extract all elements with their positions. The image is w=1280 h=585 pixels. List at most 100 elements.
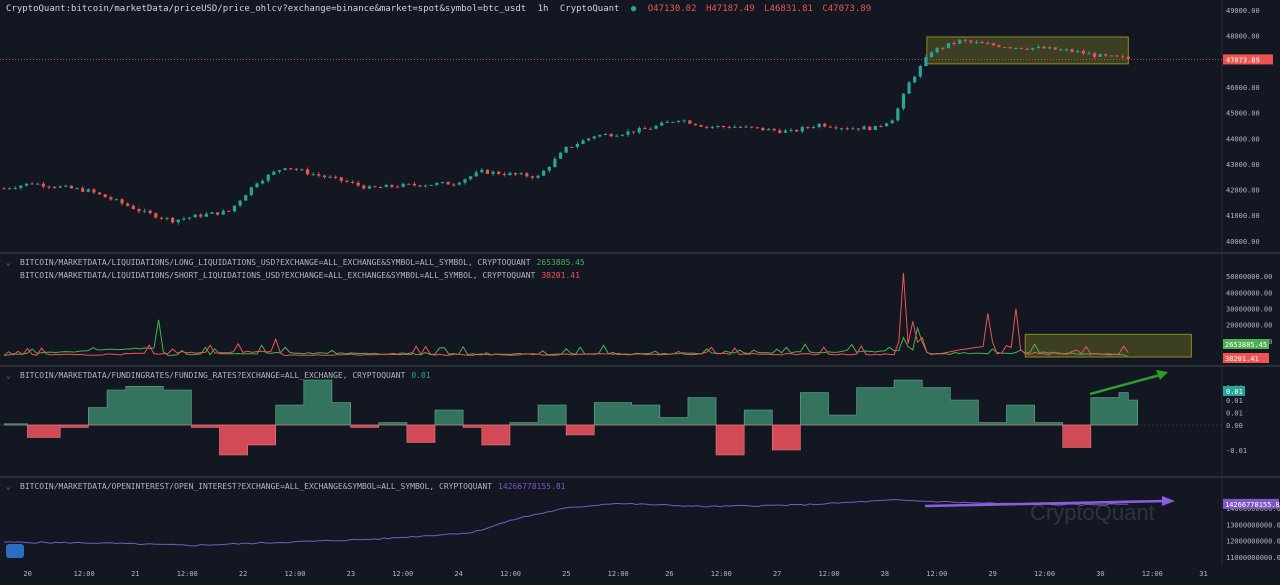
candle-body — [424, 185, 428, 187]
candle-body — [856, 128, 861, 130]
candle-body — [862, 126, 866, 130]
candle-body — [463, 179, 467, 183]
candle-body — [204, 213, 208, 217]
candle-body — [176, 219, 180, 223]
last-price-label: 47073.89 — [1226, 56, 1260, 64]
candle-body — [1031, 47, 1035, 50]
candle-body — [660, 122, 664, 126]
candle-body — [958, 39, 962, 44]
candle-body — [896, 108, 900, 121]
candle-body — [750, 126, 754, 128]
candle-body — [873, 125, 877, 130]
candle-body — [755, 127, 759, 129]
candle-body — [491, 171, 495, 174]
candle-body — [429, 184, 433, 186]
candle-body — [1048, 47, 1052, 49]
ohlc-close: C47073.89 — [822, 4, 872, 14]
x-tick-label: 12:00 — [818, 570, 839, 578]
candle-body — [924, 57, 928, 66]
candle-body — [474, 172, 478, 177]
candle-body — [238, 200, 242, 206]
candle-body — [907, 82, 911, 94]
candle-body — [407, 183, 411, 185]
candle-body — [834, 127, 838, 129]
x-tick-label: 12:00 — [500, 570, 521, 578]
oi-legend[interactable]: ⌄ BITCOIN/MARKETDATA/OPENINTEREST/OPEN_IN… — [6, 482, 565, 491]
candle-body — [103, 194, 107, 198]
candle-body — [1104, 54, 1108, 56]
candle-body — [536, 175, 540, 178]
x-axis-area — [0, 566, 1280, 581]
candle-body — [913, 76, 917, 83]
candle-body — [395, 186, 400, 188]
candle-body — [986, 43, 990, 45]
candle-body — [412, 183, 416, 186]
last-price-tag — [1223, 54, 1273, 65]
candle-body — [778, 130, 782, 133]
candle-body — [615, 135, 619, 137]
y-tick-label: 20000000.00 — [1226, 322, 1272, 330]
candle-body — [558, 152, 563, 159]
candle-body — [171, 217, 175, 223]
funding-positive-area — [3, 379, 1138, 426]
candle-body — [277, 170, 282, 172]
candle-body — [266, 174, 270, 181]
candle-body — [1064, 49, 1069, 51]
candle-body — [1003, 47, 1007, 49]
liq-last-label: 38201.41 — [1225, 355, 1259, 363]
candle-body — [1126, 56, 1130, 59]
candle-body — [232, 205, 237, 212]
oi-legend-label: BITCOIN/MARKETDATA/OPENINTEREST/OPEN_INT… — [20, 482, 493, 491]
candle-body — [789, 129, 793, 131]
candle-body — [761, 127, 765, 131]
funding-legend[interactable]: ⌄ BITCOIN/MARKETDATA/FUNDINGRATES/FUNDING… — [6, 371, 431, 380]
candle-body — [418, 185, 422, 187]
candle-body — [435, 182, 439, 185]
y-tick-label: -0.01 — [1226, 447, 1247, 455]
collapse-chevron-icon[interactable]: ⌄ — [6, 258, 11, 267]
x-tick-label: 12:00 — [74, 570, 95, 578]
x-tick-label: 28 — [881, 570, 889, 578]
symbol-label[interactable]: CryptoQuant:bitcoin/marketData/priceUSD/… — [6, 4, 527, 14]
highlight-box — [926, 36, 1129, 65]
liq-long-legend[interactable]: ⌄ BITCOIN/MARKETDATA/LIQUIDATIONS/LONG_LI… — [6, 258, 585, 267]
x-tick-label: 22 — [239, 570, 247, 578]
candle-body — [114, 199, 119, 201]
funding-negative-area — [4, 424, 1138, 456]
candle-body — [1053, 47, 1057, 50]
candle-body — [682, 120, 686, 122]
x-tick-label: 20 — [23, 570, 31, 578]
candle-body — [699, 125, 703, 127]
open-interest-line — [3, 499, 1129, 547]
trend-arrow-head-icon — [1156, 370, 1168, 380]
candle-body — [654, 125, 658, 129]
candle-body — [783, 130, 787, 133]
oi-last-label: 14266778155.81 — [1225, 501, 1280, 509]
liq-short-legend[interactable]: BITCOIN/MARKETDATA/LIQUIDATIONS/SHORT_LI… — [20, 271, 580, 280]
collapse-chevron-icon[interactable]: ⌄ — [6, 482, 11, 491]
candle-body — [36, 183, 40, 185]
candle-body — [840, 128, 844, 130]
candle-body — [86, 189, 90, 192]
candle-body — [468, 176, 473, 180]
funding-last-tag — [1223, 386, 1245, 396]
candle-body — [244, 195, 248, 201]
candle-body — [81, 188, 85, 192]
ohlc-high: H47187.49 — [705, 4, 755, 14]
funding-legend-value: 0.01 — [411, 371, 431, 380]
candle-body — [963, 39, 967, 41]
candle-body — [587, 138, 591, 141]
candle-body — [598, 134, 602, 137]
trend-arrow-line — [924, 499, 1166, 508]
ohlc-low: L46831.81 — [764, 4, 813, 14]
candle-body — [142, 210, 147, 212]
oi-legend-value: 14266778155.81 — [498, 482, 566, 491]
candle-body — [322, 175, 327, 178]
candle-body — [19, 185, 23, 188]
candle-body — [1059, 49, 1063, 51]
collapse-chevron-icon[interactable]: ⌄ — [6, 371, 11, 380]
candle-body — [952, 43, 956, 45]
candle-body — [362, 185, 366, 189]
interval-label[interactable]: 1h — [537, 4, 549, 14]
